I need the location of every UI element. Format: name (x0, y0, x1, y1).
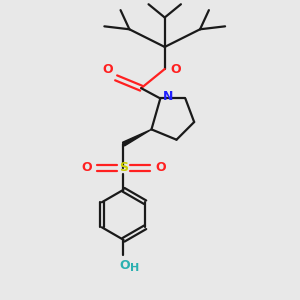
Text: O: O (170, 62, 181, 76)
Text: S: S (119, 161, 128, 174)
Text: O: O (81, 161, 92, 174)
Text: O: O (102, 63, 112, 76)
Text: H: H (130, 263, 139, 273)
Text: N: N (163, 91, 173, 103)
Text: O: O (155, 161, 166, 174)
Text: O: O (120, 259, 130, 272)
Polygon shape (122, 129, 152, 146)
